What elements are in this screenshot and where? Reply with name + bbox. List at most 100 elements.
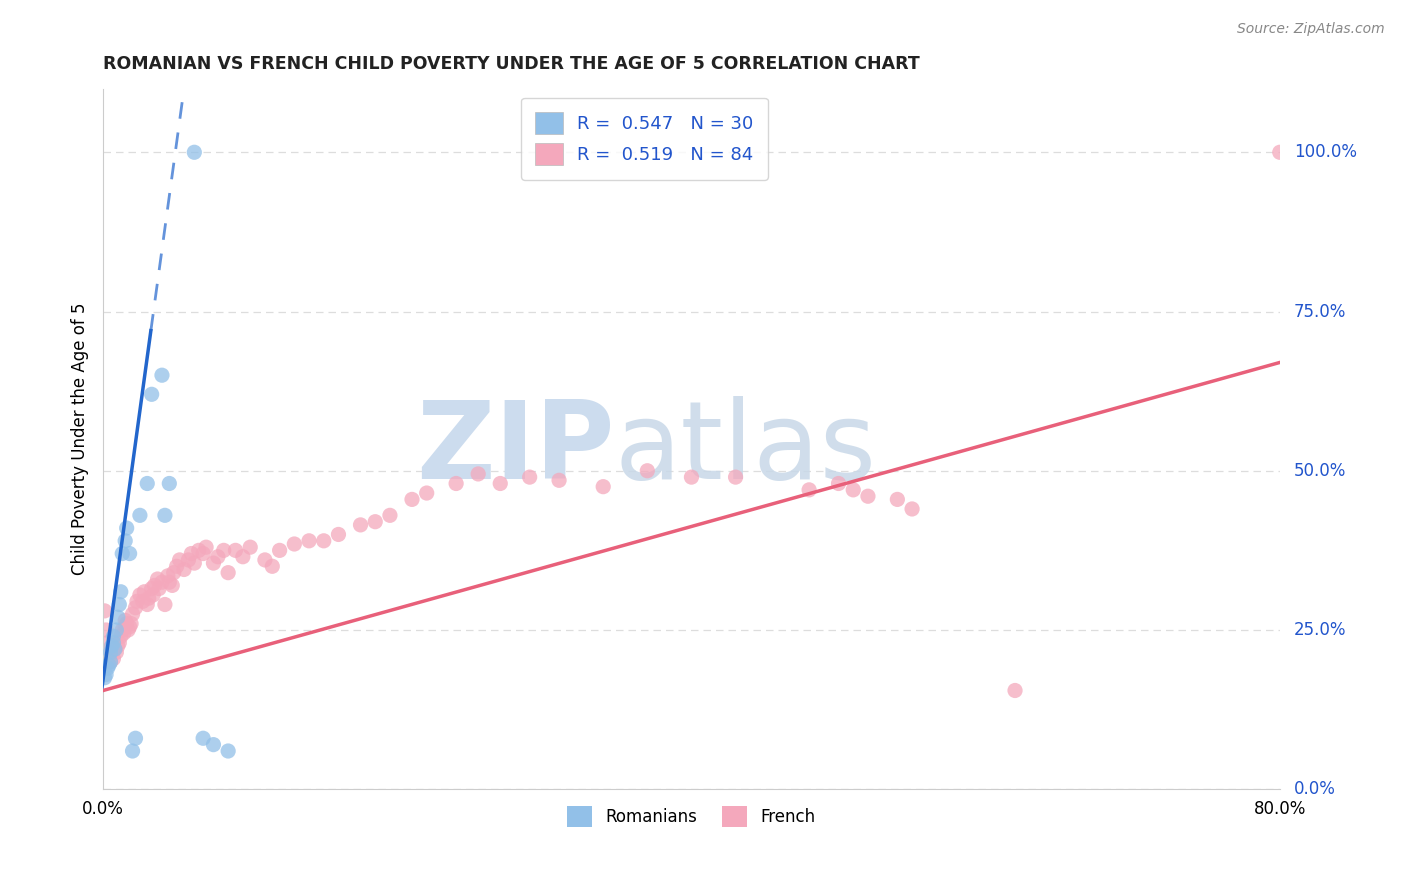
Text: Source: ZipAtlas.com: Source: ZipAtlas.com [1237,22,1385,37]
Point [134,584,156,599]
Point [886,492,908,507]
Point [124,731,146,746]
Point [150,575,173,590]
Point [115,521,138,535]
Point [681,470,703,484]
Point [96,661,118,675]
Point [163,566,186,580]
Point [177,553,200,567]
Point [141,582,163,596]
Point [108,636,131,650]
Point [114,614,136,628]
Point [328,527,350,541]
Point [93,604,115,618]
Point [103,636,125,650]
Point [150,368,173,383]
Point [269,543,291,558]
Legend: Romanians, French: Romanians, French [561,800,823,833]
Point [191,731,214,746]
Point [262,559,284,574]
Point [94,667,117,681]
Point [98,658,121,673]
Point [98,642,121,657]
Point [548,473,571,487]
Point [96,636,118,650]
Point [118,620,141,634]
Point [592,480,614,494]
Point [120,616,142,631]
Point [148,582,170,596]
Text: 0.0%: 0.0% [1294,780,1336,798]
Point [114,533,136,548]
Point [519,470,541,484]
Point [143,578,166,592]
Point [110,629,132,643]
Point [169,553,191,567]
Text: 25.0%: 25.0% [1294,621,1347,639]
Point [401,492,423,507]
Point [489,476,512,491]
Point [114,620,136,634]
Text: 50.0%: 50.0% [1294,462,1347,480]
Point [111,547,134,561]
Point [153,508,176,523]
Text: 100.0%: 100.0% [1294,144,1357,161]
Point [378,508,401,523]
Point [191,547,214,561]
Point [202,738,225,752]
Point [415,486,437,500]
Point [153,598,176,612]
Point [187,543,209,558]
Point [364,515,387,529]
Point [129,508,152,523]
Point [901,502,924,516]
Point [636,464,658,478]
Point [121,607,143,621]
Point [283,537,305,551]
Point [125,594,148,608]
Point [136,598,159,612]
Point [212,543,235,558]
Point [129,588,152,602]
Point [100,645,122,659]
Point [101,639,124,653]
Point [202,556,225,570]
Point [312,533,335,548]
Point [1268,145,1291,160]
Point [183,145,205,160]
Point [107,610,129,624]
Point [207,549,229,564]
Point [108,598,131,612]
Point [107,639,129,653]
Point [110,584,132,599]
Text: ROMANIAN VS FRENCH CHILD POVERTY UNDER THE AGE OF 5 CORRELATION CHART: ROMANIAN VS FRENCH CHILD POVERTY UNDER T… [103,55,920,73]
Point [253,553,276,567]
Point [239,540,262,554]
Point [132,594,155,608]
Point [724,470,747,484]
Point [100,655,122,669]
Point [105,623,128,637]
Point [217,744,239,758]
Point [93,671,115,685]
Y-axis label: Child Poverty Under the Age of 5: Child Poverty Under the Age of 5 [72,302,89,575]
Point [138,591,160,606]
Point [157,476,180,491]
Point [349,517,371,532]
Point [136,476,159,491]
Point [115,616,138,631]
Point [827,476,849,491]
Point [112,626,135,640]
Text: ZIP: ZIP [416,396,614,502]
Point [224,543,246,558]
Point [156,569,179,583]
Point [103,629,125,643]
Point [856,489,879,503]
Point [1004,683,1026,698]
Point [146,572,169,586]
Point [162,578,184,592]
Point [842,483,865,497]
Point [104,642,127,657]
Point [100,655,122,669]
Text: atlas: atlas [614,396,877,502]
